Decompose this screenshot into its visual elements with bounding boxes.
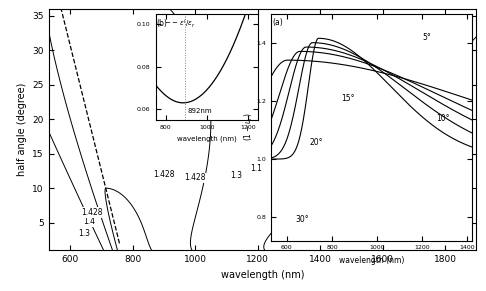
Text: 1.3: 1.3 — [230, 171, 242, 180]
Y-axis label: half angle (degree): half angle (degree) — [17, 83, 27, 176]
Text: 1.1: 1.1 — [250, 164, 262, 173]
Text: 1.428: 1.428 — [154, 170, 175, 179]
Text: 1.428: 1.428 — [185, 173, 206, 182]
Text: 1.4: 1.4 — [83, 217, 95, 226]
X-axis label: wavelength (nm): wavelength (nm) — [221, 270, 304, 280]
Text: 1.3: 1.3 — [79, 228, 90, 237]
Text: 1.428: 1.428 — [82, 208, 103, 217]
